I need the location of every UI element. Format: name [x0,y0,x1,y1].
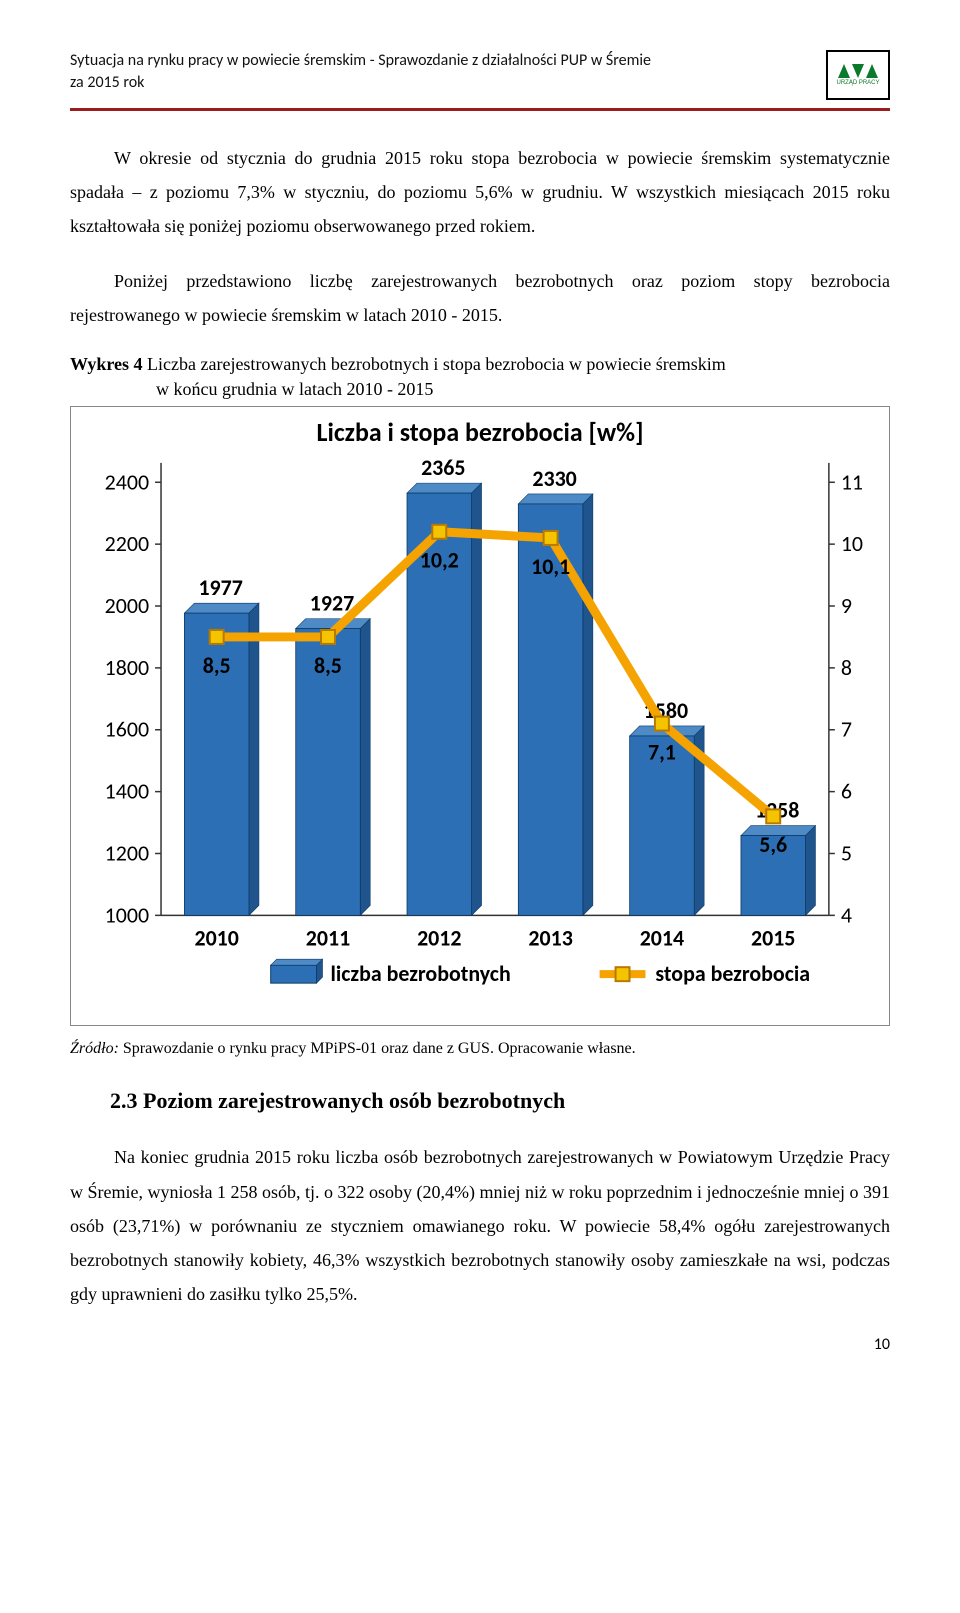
svg-text:2014: 2014 [640,925,684,952]
svg-text:2015: 2015 [751,925,795,952]
svg-text:11: 11 [841,469,863,496]
chart-container: Liczba i stopa bezrobocia [w%] 1000 1200 14… [70,406,890,1026]
header-logo: URZĄD PRACY [826,50,890,100]
svg-text:7: 7 [841,716,852,743]
svg-text:stopa bezrobocia: stopa bezrobocia [655,960,810,987]
svg-text:6: 6 [841,778,852,805]
svg-text:7,1: 7,1 [648,739,676,766]
svg-text:5,6: 5,6 [759,832,787,859]
chart-svg: Liczba i stopa bezrobocia [w%] 1000 1200 14… [71,407,889,1025]
svg-text:8,5: 8,5 [203,652,231,679]
caption-lead: Wykres 4 [70,354,143,374]
svg-text:1000: 1000 [105,902,149,929]
svg-text:10,2: 10,2 [420,547,459,574]
header-rule [70,108,890,111]
svg-text:8,5: 8,5 [314,652,342,679]
header-line1: Sytuacja na rynku pracy w powiecie śrems… [70,51,651,70]
svg-text:5: 5 [841,840,852,867]
svg-text:8: 8 [841,654,852,681]
source-lead: Źródło: [70,1040,119,1057]
svg-text:1977: 1977 [198,574,242,601]
svg-text:2330: 2330 [532,465,576,492]
paragraph-2: Poniżej przedstawiono liczbę zarejestrow… [70,264,890,332]
chart-caption: Wykres 4 Liczba zarejestrowanych bezrobo… [70,352,890,402]
svg-text:10: 10 [841,530,863,557]
page-number: 10 [70,1335,890,1354]
source-line: Źródło: Sprawozdanie o rynku pracy MPiPS… [70,1040,890,1058]
section-heading: 2.3 Poziom zarejestrowanych osób bezrobo… [110,1088,890,1114]
svg-text:1200: 1200 [105,840,149,867]
svg-text:Liczba i stopa bezrobocia [w%]: Liczba i stopa bezrobocia [w%] [317,416,644,448]
svg-text:2010: 2010 [194,925,238,952]
logo-label: URZĄD PRACY [836,80,879,86]
svg-text:1800: 1800 [105,654,149,681]
svg-text:2365: 2365 [421,454,465,481]
svg-text:2012: 2012 [417,925,461,952]
svg-text:2400: 2400 [105,469,149,496]
svg-text:liczba bezrobotnych: liczba bezrobotnych [330,960,510,987]
svg-text:1600: 1600 [105,716,149,743]
caption-rest1: Liczba zarejestrowanych bezrobotnych i s… [143,354,726,374]
arrow-down-icon [852,64,864,78]
paragraph-3: Na koniec grudnia 2015 roku liczba osób … [70,1140,890,1311]
svg-text:2013: 2013 [528,925,572,952]
svg-text:2200: 2200 [105,530,149,557]
arrow-up-icon [866,64,878,78]
source-rest: Sprawozdanie o rynku pracy MPiPS-01 oraz… [119,1040,636,1057]
svg-text:9: 9 [841,592,852,619]
svg-text:2000: 2000 [105,592,149,619]
header-title: Sytuacja na rynku pracy w powiecie śrems… [70,50,826,93]
svg-text:2011: 2011 [306,925,350,952]
page-header: Sytuacja na rynku pracy w powiecie śrems… [70,50,890,100]
svg-text:4: 4 [841,902,852,929]
svg-text:1400: 1400 [105,778,149,805]
caption-rest2: w końcu grudnia w latach 2010 - 2015 [70,379,433,399]
header-line2: za 2015 rok [70,73,144,92]
paragraph-1: W okresie od stycznia do grudnia 2015 ro… [70,141,890,244]
arrow-up-icon [838,64,850,78]
svg-text:10,1: 10,1 [531,553,570,580]
